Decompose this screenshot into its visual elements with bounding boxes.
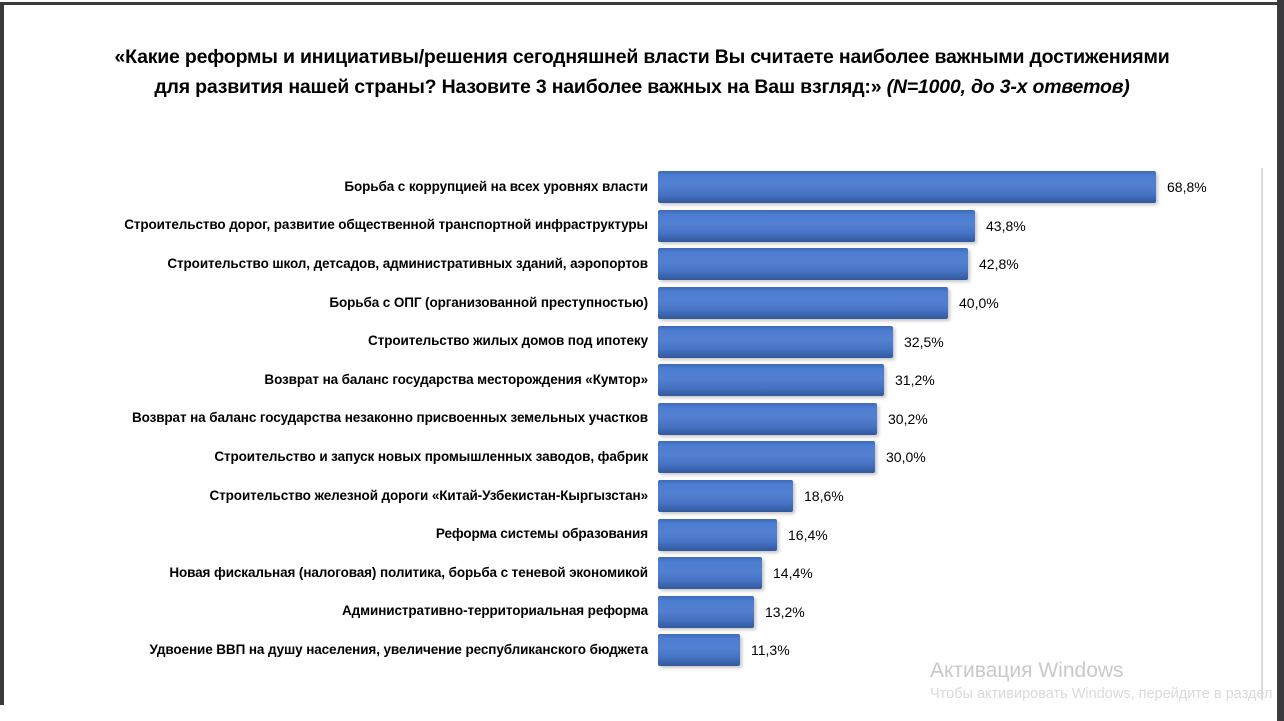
category-label: Удвоение ВВП на душу населения, увеличен… (149, 642, 648, 657)
chart-title-note: (N=1000, до 3-х ответов) (886, 76, 1130, 98)
chart-row: Строительство школ, детсадов, администра… (30, 245, 1270, 284)
category-label: Новая фискальная (налоговая) политика, б… (169, 564, 648, 580)
value-label: 42,8% (979, 256, 1019, 273)
value-label: 14,4% (773, 565, 813, 582)
bar (658, 441, 875, 474)
bar-area: 43,8% (658, 209, 1270, 242)
value-label: 18,6% (804, 488, 844, 505)
chart-rows: Борьба с коррупцией на всех уровнях влас… (30, 168, 1270, 670)
bar (658, 518, 777, 551)
bar-area: 18,6% (658, 480, 1270, 513)
page-border-top (0, 2, 1277, 5)
chart-row: Удвоение ВВП на душу населения, увеличен… (30, 631, 1270, 670)
value-label: 11,3% (751, 642, 790, 659)
bar-area: 68,8% (658, 171, 1270, 204)
bar-area: 31,2% (658, 364, 1270, 397)
value-label: 43,8% (986, 217, 1026, 234)
value-label: 68,8% (1167, 179, 1207, 196)
chart-row: Строительство дорог, развитие общественн… (30, 207, 1270, 246)
chart-row: Возврат на баланс государства месторожде… (30, 361, 1270, 400)
bar-area: 30,0% (658, 441, 1270, 474)
chart-row: Строительство жилых домов под ипотеку 32,… (30, 322, 1270, 361)
plot-area-right-edge (1261, 168, 1263, 700)
category-label: Борьба с ОПГ (организованной преступност… (329, 294, 648, 310)
chart-row: Административно-территориальная реформа 1… (30, 593, 1270, 632)
category-label: Строительство железной дороги «Китай-Узб… (209, 487, 648, 503)
bar (658, 595, 754, 628)
category-label: Борьба с коррупцией на всех уровнях влас… (344, 178, 648, 194)
value-label: 16,4% (788, 526, 828, 543)
bar (658, 557, 762, 590)
category-label: Возврат на баланс государства незаконно … (131, 410, 648, 426)
value-label: 32,5% (904, 333, 944, 350)
bar (658, 634, 740, 667)
bar (658, 364, 884, 397)
bar-area: 30,2% (658, 402, 1270, 435)
value-label: 13,2% (765, 603, 805, 620)
page-border-left (0, 2, 4, 705)
bar (658, 287, 948, 320)
value-label: 31,2% (895, 372, 935, 389)
chart-row: Новая фискальная (налоговая) политика, б… (30, 554, 1270, 593)
bar-area: 13,2% (658, 595, 1270, 628)
chart-row: Борьба с коррупцией на всех уровнях влас… (30, 168, 1270, 207)
bar (658, 171, 1156, 204)
watermark-title: Активация Windows (930, 659, 1124, 682)
category-label: Строительство жилых домов под ипотеку (368, 333, 648, 349)
watermark-subtitle: Чтобы активировать Windows, перейдите в … (930, 686, 1273, 702)
category-label: Реформа системы образования (435, 526, 648, 542)
category-label: Возврат на баланс государства месторожде… (264, 371, 648, 387)
chart-row: Возврат на баланс государства незаконно … (30, 400, 1270, 439)
value-label: 40,0% (959, 295, 999, 312)
bar-area: 11,3% (658, 634, 1270, 667)
value-label: 30,2% (888, 410, 928, 427)
window-edge-right (1277, 0, 1284, 721)
category-label: Административно-территориальная реформа (342, 603, 648, 619)
bar-area: 42,8% (658, 248, 1270, 281)
bar-area: 14,4% (658, 557, 1270, 590)
bar (658, 402, 877, 435)
category-label: Строительство школ, детсадов, администра… (167, 256, 648, 272)
windows-activation-watermark: Активация Windows Чтобы активировать Win… (930, 658, 1284, 704)
bar-chart: Борьба с коррупцией на всех уровнях влас… (30, 168, 1270, 670)
bar (658, 209, 975, 242)
value-label: 30,0% (886, 449, 926, 466)
bar-area: 16,4% (658, 518, 1270, 551)
chart-row: Строительство железной дороги «Китай-Узб… (30, 477, 1270, 516)
bar-area: 40,0% (658, 287, 1270, 320)
bar-area: 32,5% (658, 325, 1270, 358)
bar (658, 325, 893, 358)
bar (658, 248, 968, 281)
category-label: Строительство дорог, развитие общественн… (124, 217, 648, 233)
chart-row: Реформа системы образования 16,4% (30, 515, 1270, 554)
category-label: Строительство и запуск новых промышленны… (214, 449, 648, 465)
bar (658, 480, 793, 513)
chart-row: Борьба с ОПГ (организованной преступност… (30, 284, 1270, 323)
chart-title-question: «Какие реформы и инициативы/решения сего… (114, 46, 1170, 98)
chart-title: «Какие реформы и инициативы/решения сего… (95, 42, 1190, 102)
chart-row: Строительство и запуск новых промышленны… (30, 438, 1270, 477)
